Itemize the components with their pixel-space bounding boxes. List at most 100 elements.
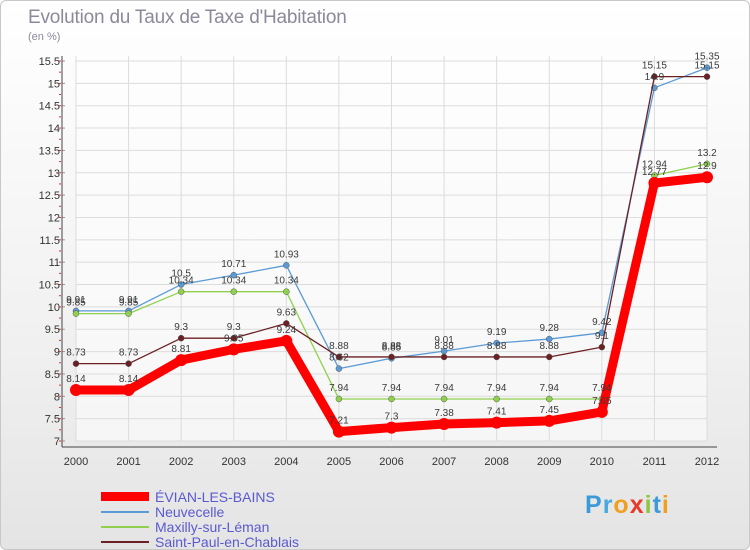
- data-label: 9.24: [277, 325, 297, 336]
- x-tick-label: 2003: [222, 456, 246, 468]
- data-label: 9.3: [174, 322, 188, 333]
- logo-letter: t: [652, 491, 662, 519]
- data-point: [280, 334, 293, 347]
- data-point: [230, 334, 237, 342]
- legend-label: Maxilly-sur-Léman: [155, 518, 270, 535]
- data-label: 9.63: [277, 307, 297, 318]
- logo-letter: i: [661, 491, 670, 519]
- data-point: [598, 343, 606, 351]
- data-point: [388, 353, 395, 361]
- y-tick-label: 12.5: [39, 190, 60, 202]
- data-label: 8.73: [119, 348, 139, 359]
- y-tick-label: 14.5: [39, 101, 60, 113]
- legend-swatch: [101, 510, 149, 513]
- legend-item: ÉVIAN-LES-BAINS: [101, 489, 299, 504]
- x-tick-label: 2012: [695, 456, 719, 468]
- y-tick-label: 12: [48, 212, 60, 224]
- data-label: 9.91: [119, 295, 139, 306]
- x-tick-label: 2000: [64, 456, 88, 468]
- data-label: 9.05: [224, 333, 244, 344]
- data-label: 12.9: [697, 161, 717, 172]
- data-point: [546, 335, 553, 343]
- data-label: 8.73: [66, 348, 86, 359]
- y-tick-label: 15.5: [39, 56, 60, 68]
- data-label: 9.85: [66, 298, 86, 309]
- x-tick-label: 2011: [643, 456, 667, 468]
- data-label: 13.2: [697, 148, 717, 159]
- data-label: 7.38: [434, 408, 454, 419]
- data-point: [227, 343, 240, 356]
- y-tick-label: 13: [48, 168, 60, 180]
- legend-swatch: [101, 525, 149, 528]
- data-point: [651, 73, 658, 80]
- data-point: [438, 418, 451, 431]
- data-label: 15.15: [694, 61, 719, 72]
- data-point: [177, 288, 185, 295]
- y-tick-label: 11: [49, 257, 60, 269]
- y-tick-label: 10.5: [39, 280, 60, 292]
- legend-swatch: [101, 492, 149, 501]
- x-tick-label: 2010: [590, 456, 614, 468]
- legend-item: Maxilly-sur-Léman: [101, 519, 299, 534]
- data-label: 8.88: [329, 341, 349, 352]
- x-tick-label: 2008: [484, 456, 508, 468]
- y-tick-label: 8.5: [45, 369, 60, 381]
- chart-title: Evolution du Taux de Taxe d'Habitation: [28, 7, 347, 28]
- data-label: 7.94: [382, 383, 402, 394]
- data-point: [283, 288, 290, 295]
- x-tick-label: 2005: [327, 456, 351, 468]
- data-point: [440, 353, 448, 361]
- y-tick-label: 7.5: [45, 414, 60, 426]
- logo-letter: x: [629, 491, 645, 519]
- data-label: 8.85: [382, 342, 402, 353]
- logo-letter: i: [644, 491, 653, 519]
- legend-swatch: [101, 540, 149, 543]
- data-point: [177, 334, 185, 342]
- x-tick-label: 2001: [116, 456, 140, 468]
- data-point: [72, 360, 80, 367]
- data-label: 9.85: [119, 298, 139, 309]
- logo-letter: o: [613, 491, 630, 519]
- data-label: 10.93: [274, 249, 299, 260]
- data-label: 10.71: [221, 259, 246, 270]
- y-tick-label: 10: [48, 302, 60, 314]
- data-label: 10.34: [274, 276, 299, 287]
- data-point: [493, 339, 500, 347]
- x-tick-label: 2006: [379, 456, 403, 468]
- data-point: [175, 354, 188, 367]
- data-point: [648, 177, 661, 190]
- data-label: 9.19: [487, 327, 507, 338]
- data-point: [703, 64, 711, 71]
- data-label: 10.34: [169, 276, 194, 287]
- data-point: [335, 353, 343, 361]
- x-tick-label: 2002: [169, 456, 193, 468]
- y-tick-label: 7: [54, 436, 60, 448]
- data-label: 7.94: [487, 383, 507, 394]
- x-tick-label: 2007: [432, 456, 456, 468]
- data-point: [440, 395, 448, 403]
- data-point: [230, 288, 237, 295]
- data-label: 14.9: [645, 72, 665, 83]
- data-point: [546, 353, 553, 361]
- x-tick-label: 2004: [274, 456, 298, 468]
- data-point: [490, 416, 503, 429]
- data-label: 8.88: [487, 341, 507, 352]
- legend-label: Saint-Paul-en-Chablais: [155, 533, 299, 550]
- legend-item: Saint-Paul-en-Chablais: [101, 534, 299, 549]
- y-tick-label: 9: [54, 347, 60, 359]
- data-label: 7.41: [487, 407, 507, 418]
- data-point: [335, 395, 343, 403]
- data-label: 12.77: [642, 167, 667, 178]
- data-point: [177, 281, 185, 288]
- data-point: [546, 395, 553, 403]
- data-point: [125, 310, 132, 317]
- x-tick-label: 2009: [537, 456, 561, 468]
- data-point: [493, 395, 500, 403]
- data-label: 8.88: [540, 341, 560, 352]
- legend: ÉVIAN-LES-BAINS Neuvecelle Maxilly-sur-Lém…: [101, 489, 299, 549]
- data-point: [701, 171, 713, 184]
- unit-label: (en %): [28, 31, 61, 43]
- y-tick-label: 8: [54, 391, 60, 403]
